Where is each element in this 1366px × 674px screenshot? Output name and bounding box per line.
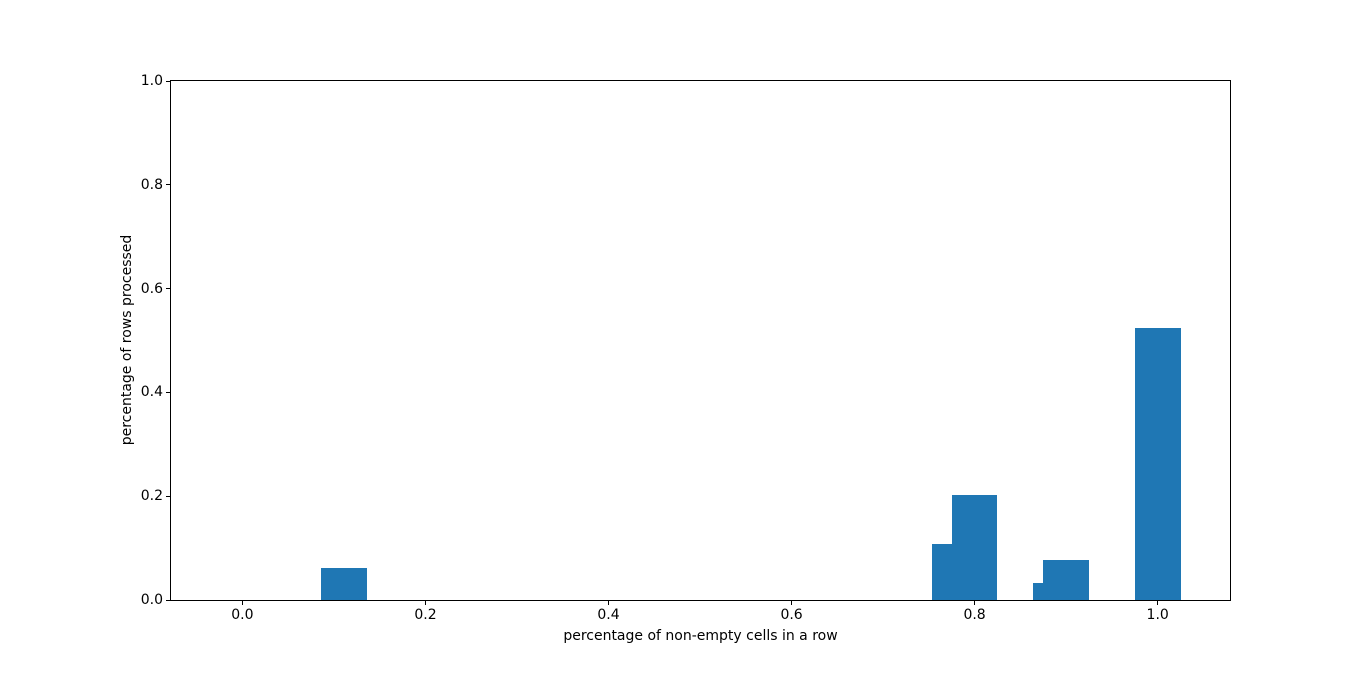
x-tick-label: 0.6 xyxy=(780,607,803,623)
y-tick-label: 0.0 xyxy=(140,592,163,608)
x-tick-mark xyxy=(425,601,426,605)
x-tick-mark xyxy=(974,601,976,605)
y-tick-label: 0.6 xyxy=(140,280,163,297)
histogram-bar xyxy=(1043,560,1090,600)
y-axis-label: percentage of rows processed xyxy=(119,234,135,446)
y-tick-label: 1.0 xyxy=(140,73,163,89)
x-tick-label: 0.2 xyxy=(414,607,437,623)
x-tick-mark xyxy=(1157,601,1159,605)
x-tick-mark xyxy=(241,601,243,605)
y-tick-mark xyxy=(166,599,170,601)
y-tick-mark xyxy=(166,184,170,186)
histogram-bar xyxy=(321,567,367,600)
x-axis-label: percentage of non-empty cells in a row xyxy=(563,628,838,644)
histogram-bar xyxy=(1134,328,1181,600)
y-tick-mark xyxy=(166,495,170,497)
x-tick-label: 1.0 xyxy=(1146,607,1169,623)
y-tick-mark xyxy=(166,288,170,290)
x-tick-label: 0.0 xyxy=(231,607,254,623)
y-tick-label: 0.8 xyxy=(140,176,163,193)
x-tick-label: 0.4 xyxy=(597,607,620,623)
x-tick-mark xyxy=(791,601,793,605)
histogram-bar xyxy=(951,495,998,600)
bars-layer xyxy=(171,81,1230,600)
x-tick-label: 0.8 xyxy=(963,607,986,623)
y-tick-mark xyxy=(166,391,170,393)
x-tick-mark xyxy=(608,601,609,605)
plot-area xyxy=(170,80,1231,601)
y-tick-label: 0.2 xyxy=(140,488,163,505)
y-tick-label: 0.4 xyxy=(140,384,163,401)
y-tick-mark xyxy=(166,80,170,82)
